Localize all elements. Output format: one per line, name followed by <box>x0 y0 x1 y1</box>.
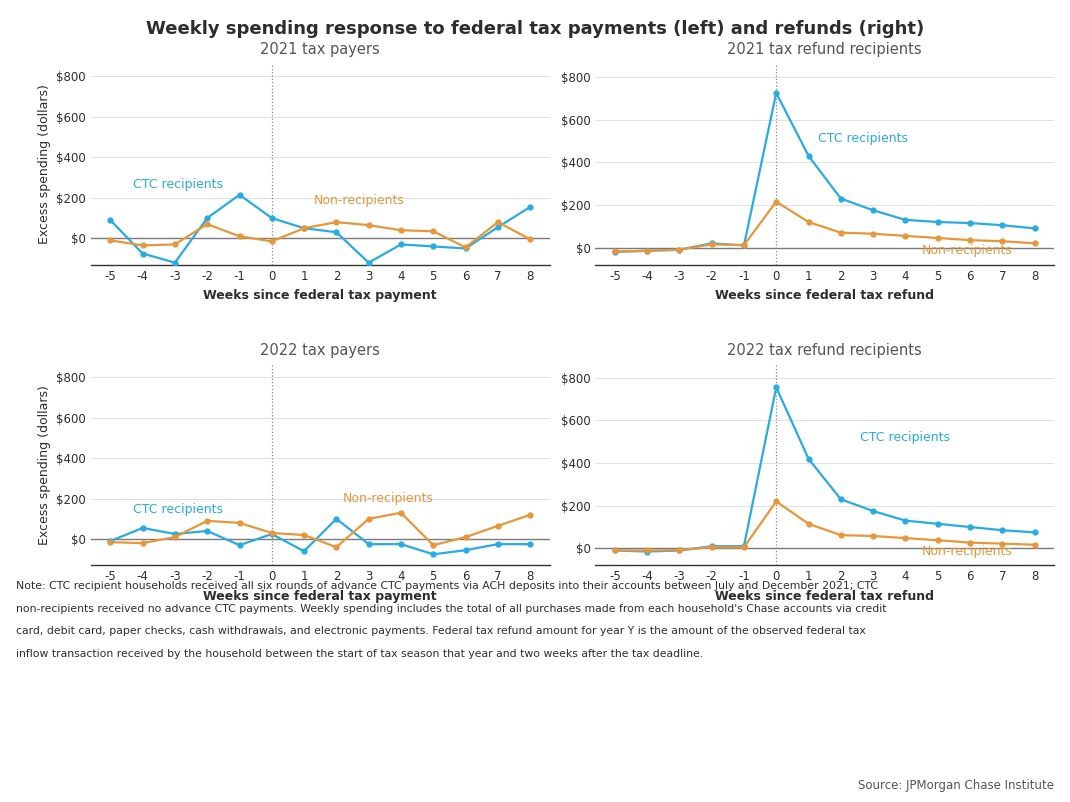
Text: card, debit card, paper checks, cash withdrawals, and electronic payments. Feder: card, debit card, paper checks, cash wit… <box>16 626 866 636</box>
Text: non-recipients received no advance CTC payments. Weekly spending includes the to: non-recipients received no advance CTC p… <box>16 604 887 614</box>
Text: CTC recipients: CTC recipients <box>860 431 950 444</box>
Text: Note: CTC recipient households received all six rounds of advance CTC payments v: Note: CTC recipient households received … <box>16 581 878 591</box>
Title: 2021 tax payers: 2021 tax payers <box>260 43 380 58</box>
X-axis label: Weeks since federal tax payment: Weeks since federal tax payment <box>203 590 437 603</box>
X-axis label: Weeks since federal tax refund: Weeks since federal tax refund <box>715 290 934 302</box>
Title: 2021 tax refund recipients: 2021 tax refund recipients <box>728 43 922 58</box>
X-axis label: Weeks since federal tax refund: Weeks since federal tax refund <box>715 590 934 603</box>
Title: 2022 tax refund recipients: 2022 tax refund recipients <box>728 343 922 358</box>
Text: Non-recipients: Non-recipients <box>314 194 404 207</box>
Text: Non-recipients: Non-recipients <box>342 492 433 504</box>
Y-axis label: Excess spending (dollars): Excess spending (dollars) <box>37 385 50 545</box>
Text: Weekly spending response to federal tax payments (left) and refunds (right): Weekly spending response to federal tax … <box>146 20 924 38</box>
Title: 2022 tax payers: 2022 tax payers <box>260 343 380 358</box>
Text: inflow transaction received by the household between the start of tax season tha: inflow transaction received by the house… <box>16 649 703 658</box>
Y-axis label: Excess spending (dollars): Excess spending (dollars) <box>37 84 50 245</box>
X-axis label: Weeks since federal tax payment: Weeks since federal tax payment <box>203 290 437 302</box>
Text: Source: JPMorgan Chase Institute: Source: JPMorgan Chase Institute <box>858 780 1054 792</box>
Text: CTC recipients: CTC recipients <box>819 132 908 145</box>
Text: CTC recipients: CTC recipients <box>133 178 223 191</box>
Text: CTC recipients: CTC recipients <box>133 503 223 516</box>
Text: Non-recipients: Non-recipients <box>921 244 1012 257</box>
Text: Non-recipients: Non-recipients <box>921 545 1012 558</box>
